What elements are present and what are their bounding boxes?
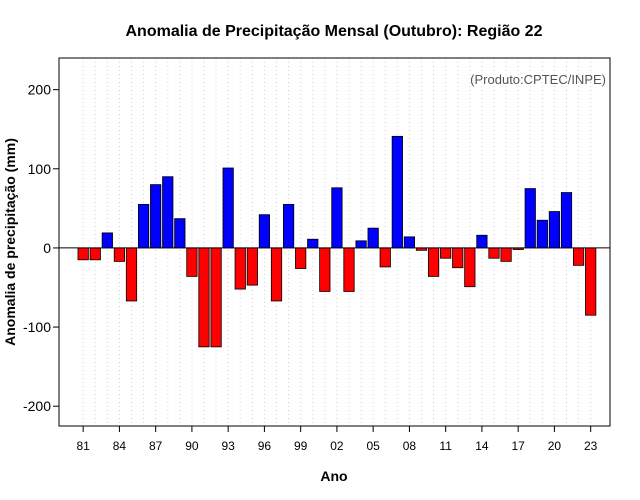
bar-1991 — [198, 247, 210, 348]
x-tick-label: 84 — [113, 439, 127, 453]
y-axis-label: Anomalia de precipitação (mm) — [2, 138, 18, 346]
y-tick-label: 100 — [28, 161, 52, 177]
x-tick-label: 20 — [548, 439, 562, 453]
x-tick-label: 96 — [258, 439, 272, 453]
x-tick-label: 05 — [366, 439, 380, 453]
bar-2022 — [572, 247, 585, 266]
bar-1994 — [234, 247, 246, 290]
x-axis: 81 84 87 90 93 96 99 02 05 08 11 14 17 20 23 — [76, 426, 598, 453]
x-tick-label: 87 — [149, 439, 163, 453]
bar-2018 — [524, 188, 536, 249]
y-tick-label: -100 — [23, 319, 51, 335]
bar-2008 — [403, 236, 416, 249]
bar-2000 — [307, 238, 319, 249]
bar-1982 — [89, 247, 101, 261]
bar-1993 — [222, 167, 234, 249]
bar-2010 — [427, 247, 440, 277]
bar-2023 — [585, 247, 597, 316]
bar-1999 — [295, 247, 307, 269]
bar-1992 — [210, 247, 222, 348]
bar-2001 — [319, 247, 331, 292]
bar-1987 — [150, 184, 162, 249]
bar-1990 — [186, 247, 198, 277]
y-tick-label: 200 — [28, 82, 52, 98]
bar-1998 — [282, 204, 295, 249]
bar-1981 — [77, 247, 89, 261]
bar-1983 — [101, 232, 113, 249]
bar-1997 — [270, 247, 283, 302]
x-tick-label: 11 — [439, 439, 452, 453]
bar-2007 — [391, 135, 403, 249]
bar-2003 — [343, 247, 355, 292]
bar-1995 — [246, 247, 258, 286]
x-tick-label: 81 — [76, 439, 90, 453]
bar-2004 — [355, 240, 367, 249]
bar-2013 — [464, 247, 476, 288]
bar-1988 — [162, 176, 174, 249]
x-tick-label: 17 — [511, 439, 525, 453]
product-annotation: (Produto:CPTEC/INPE) — [470, 72, 606, 87]
plot-frame — [58, 57, 611, 427]
bar-2002 — [331, 187, 343, 249]
bar-2016 — [500, 247, 512, 262]
bar-2014 — [476, 234, 488, 249]
x-tick-label: 90 — [185, 439, 199, 453]
y-axis: -200 -100 0 100 200 — [23, 82, 59, 414]
x-axis-label: Ano — [320, 468, 347, 484]
bar-2021 — [560, 192, 573, 249]
bar-2011 — [440, 247, 452, 259]
y-tick-label: 0 — [43, 240, 51, 256]
x-tick-label: 23 — [584, 439, 598, 453]
bar-2012 — [452, 247, 464, 269]
x-tick-label: 02 — [330, 439, 344, 453]
bar-2015 — [488, 247, 500, 259]
bar-1986 — [137, 204, 150, 249]
bar-1985 — [125, 247, 138, 302]
bar-1989 — [174, 218, 186, 249]
x-tick-label: 14 — [475, 439, 489, 453]
bar-2019 — [536, 219, 548, 249]
x-tick-label: 08 — [403, 439, 417, 453]
x-tick-label: 93 — [221, 439, 235, 453]
x-tick-label: 99 — [294, 439, 308, 453]
bar-1984 — [113, 247, 126, 262]
chart-title: Anomalia de Precipitação Mensal (Outubro… — [126, 23, 543, 40]
bar-2020 — [548, 211, 561, 249]
bar-2006 — [379, 247, 391, 268]
bar-1996 — [258, 214, 271, 249]
bar-2005 — [367, 227, 379, 249]
y-tick-label: -200 — [23, 398, 51, 414]
